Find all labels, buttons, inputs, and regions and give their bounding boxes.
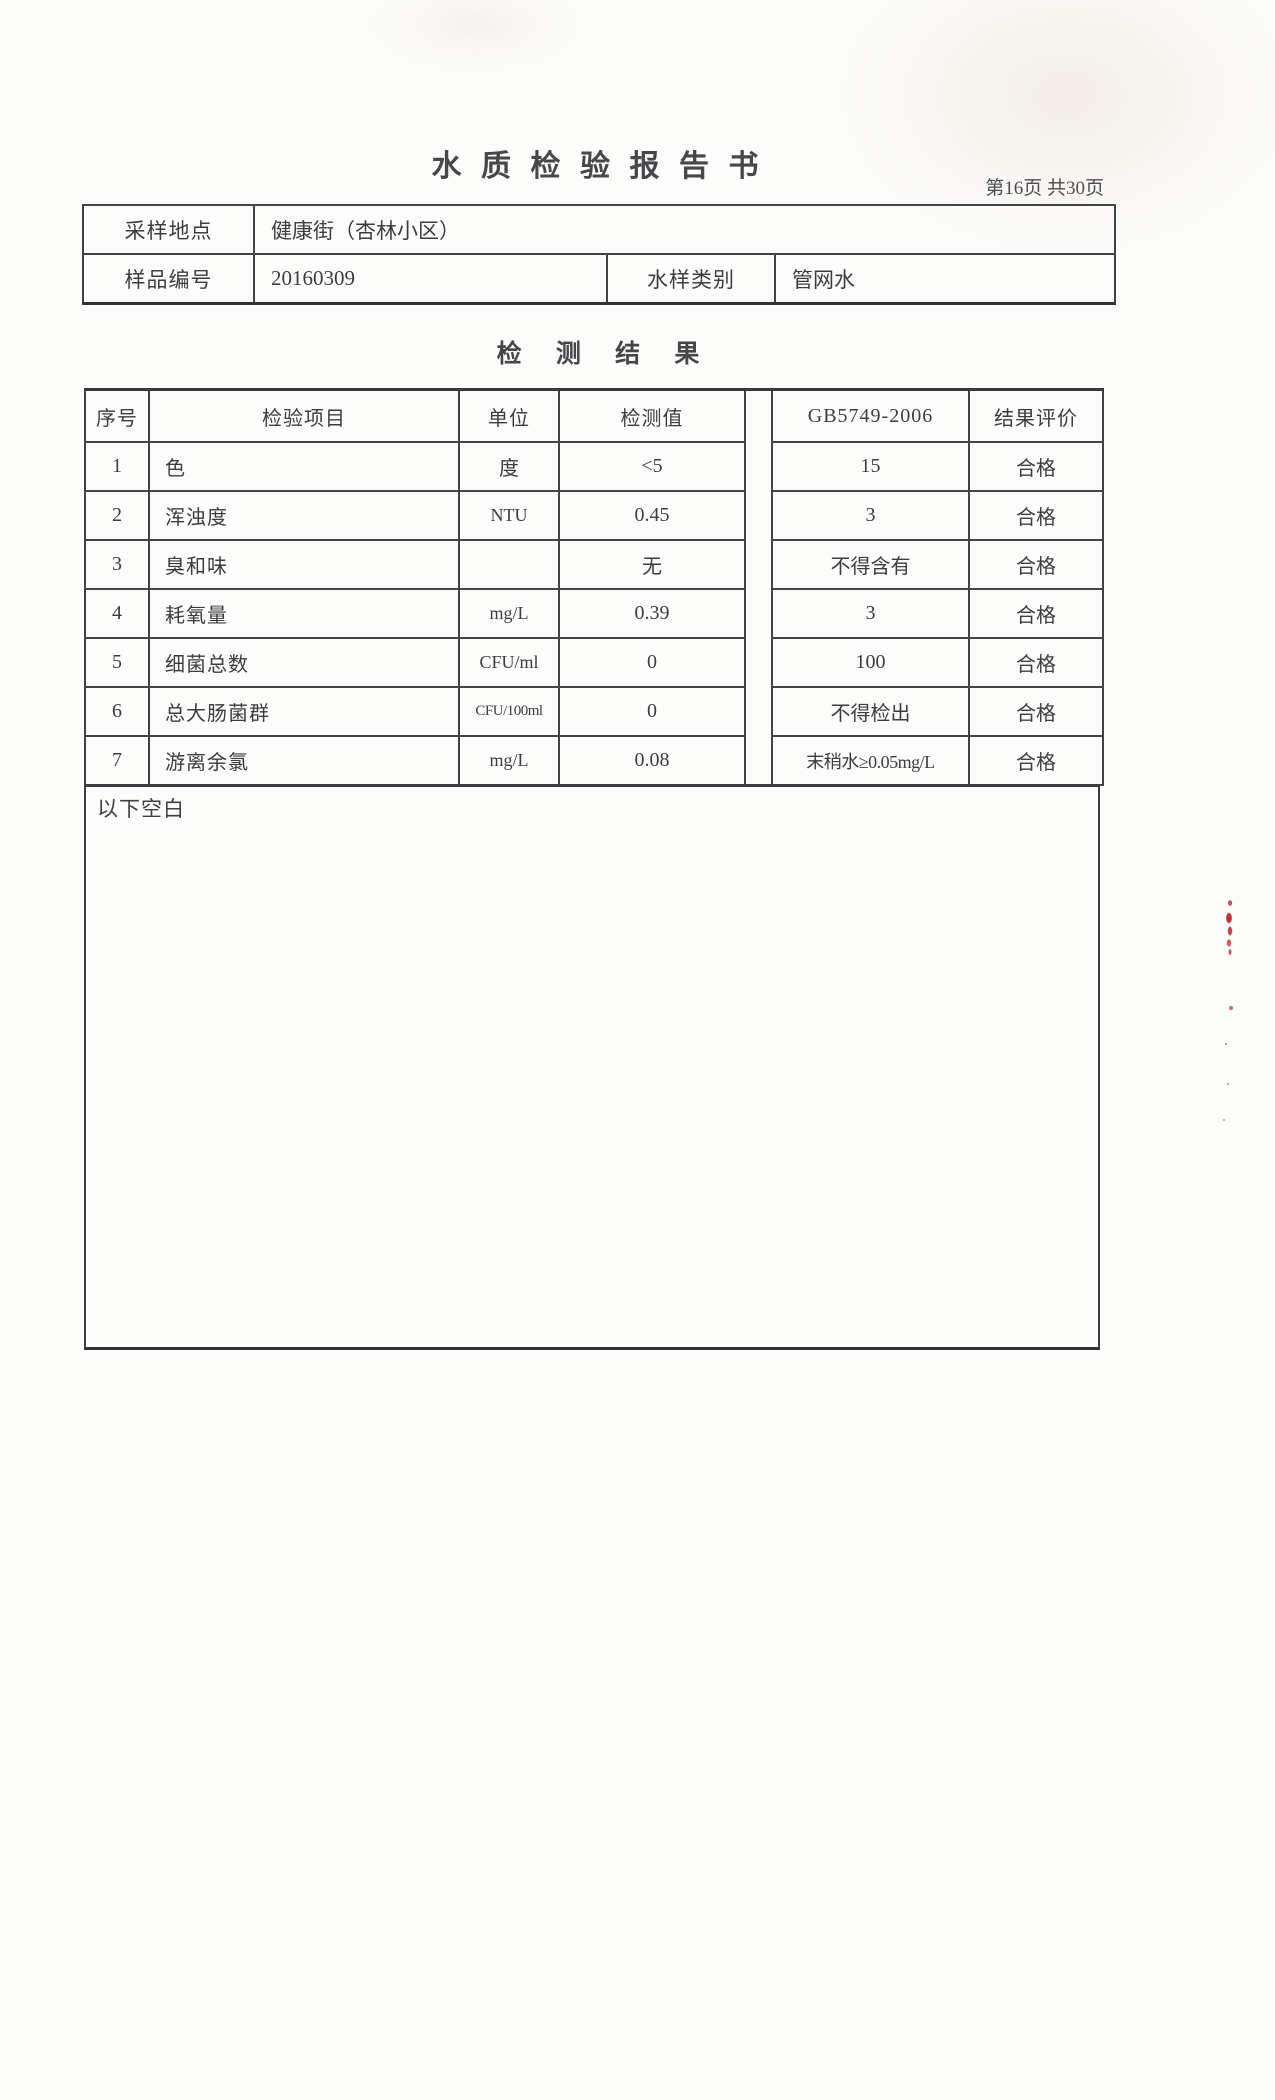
row-unit: mg/L xyxy=(458,588,560,639)
sample-info-row-number: 样品编号 20160309 水样类别 管网水 xyxy=(82,253,1116,305)
row-value: 0.39 xyxy=(558,588,746,639)
results-table-left: 序号 检验项目 单位 检测值 1 色 度 <5 2 浑浊度 NTU 0.45 3… xyxy=(84,388,746,786)
table-row: 15 合格 xyxy=(771,441,1104,492)
scan-smudge-top-center xyxy=(360,0,590,75)
row-item: 游离余氯 xyxy=(148,735,460,786)
col-header-unit: 单位 xyxy=(458,388,560,443)
results-header-row: 序号 检验项目 单位 检测值 xyxy=(84,388,746,443)
col-header-value: 检测值 xyxy=(558,388,746,443)
sample-info-row-location: 采样地点 健康街（杏林小区） xyxy=(82,204,1116,255)
row-standard: 15 xyxy=(771,441,970,492)
row-value: 0.45 xyxy=(558,490,746,541)
row-unit: NTU xyxy=(458,490,560,541)
row-no: 3 xyxy=(84,539,150,590)
sampling-location-value: 健康街（杏林小区） xyxy=(253,204,1116,255)
row-standard: 末稍水≥0.05mg/L xyxy=(771,735,970,786)
results-table-right: GB5749-2006 结果评价 15 合格 3 合格 不得含有 合格 3 合格… xyxy=(771,388,1104,786)
table-row: 不得含有 合格 xyxy=(771,539,1104,590)
sampling-location-label: 采样地点 xyxy=(82,204,255,255)
sample-number-value: 20160309 xyxy=(253,253,608,305)
row-unit xyxy=(458,539,560,590)
row-unit: 度 xyxy=(458,441,560,492)
row-evaluation: 合格 xyxy=(968,637,1104,688)
table-row: 末稍水≥0.05mg/L 合格 xyxy=(771,735,1104,786)
table-row: 2 浑浊度 NTU 0.45 xyxy=(84,490,746,541)
row-standard: 3 xyxy=(771,490,970,541)
row-no: 4 xyxy=(84,588,150,639)
table-row: 5 细菌总数 CFU/ml 0 xyxy=(84,637,746,688)
col-header-evaluation: 结果评价 xyxy=(968,388,1104,443)
row-value: 0.08 xyxy=(558,735,746,786)
row-unit: mg/L xyxy=(458,735,560,786)
results-header-row: GB5749-2006 结果评价 xyxy=(771,388,1104,443)
water-type-label: 水样类别 xyxy=(606,253,776,305)
table-row: 不得检出 合格 xyxy=(771,686,1104,737)
remaining-blank-box: 以下空白 xyxy=(84,784,1100,1350)
row-standard: 不得检出 xyxy=(771,686,970,737)
sample-info-table: 采样地点 健康街（杏林小区） 样品编号 20160309 水样类别 管网水 xyxy=(82,204,1116,305)
row-evaluation: 合格 xyxy=(968,441,1104,492)
page-number: 第16页 共30页 xyxy=(985,178,1104,199)
row-value: 0 xyxy=(558,637,746,688)
row-unit: CFU/ml xyxy=(458,637,560,688)
row-evaluation: 合格 xyxy=(968,588,1104,639)
table-row: 1 色 度 <5 xyxy=(84,441,746,492)
col-header-no: 序号 xyxy=(84,388,150,443)
row-value: 0 xyxy=(558,686,746,737)
table-gap-top-border xyxy=(740,388,775,391)
row-item: 色 xyxy=(148,441,460,492)
col-header-standard: GB5749-2006 xyxy=(771,388,970,443)
row-unit: CFU/100ml xyxy=(458,686,560,737)
table-row: 7 游离余氯 mg/L 0.08 xyxy=(84,735,746,786)
report-title: 水 质 检 验 报 告 书 xyxy=(431,150,765,183)
table-row: 4 耗氧量 mg/L 0.39 xyxy=(84,588,746,639)
scan-artifact-red-streak xyxy=(1226,898,1233,956)
row-evaluation: 合格 xyxy=(968,490,1104,541)
row-no: 2 xyxy=(84,490,150,541)
row-no: 1 xyxy=(84,441,150,492)
row-item: 浑浊度 xyxy=(148,490,460,541)
blank-note: 以下空白 xyxy=(97,797,185,821)
row-evaluation: 合格 xyxy=(968,539,1104,590)
sample-number-label: 样品编号 xyxy=(82,253,255,305)
row-value: <5 xyxy=(558,441,746,492)
row-no: 7 xyxy=(84,735,150,786)
table-row: 3 臭和味 无 xyxy=(84,539,746,590)
row-item: 臭和味 xyxy=(148,539,460,590)
row-evaluation: 合格 xyxy=(968,735,1104,786)
row-value: 无 xyxy=(558,539,746,590)
table-row: 3 合格 xyxy=(771,588,1104,639)
row-standard: 3 xyxy=(771,588,970,639)
scan-artifact-red-dots xyxy=(1229,1006,1233,1010)
row-item: 总大肠菌群 xyxy=(148,686,460,737)
col-header-item: 检验项目 xyxy=(148,388,460,443)
row-no: 5 xyxy=(84,637,150,688)
table-row: 6 总大肠菌群 CFU/100ml 0 xyxy=(84,686,746,737)
row-standard: 不得含有 xyxy=(771,539,970,590)
table-row: 3 合格 xyxy=(771,490,1104,541)
section-heading: 检 测 结 果 xyxy=(496,341,714,368)
table-row: 100 合格 xyxy=(771,637,1104,688)
row-no: 6 xyxy=(84,686,150,737)
row-evaluation: 合格 xyxy=(968,686,1104,737)
row-item: 细菌总数 xyxy=(148,637,460,688)
water-type-value: 管网水 xyxy=(774,253,1116,305)
row-standard: 100 xyxy=(771,637,970,688)
row-item: 耗氧量 xyxy=(148,588,460,639)
